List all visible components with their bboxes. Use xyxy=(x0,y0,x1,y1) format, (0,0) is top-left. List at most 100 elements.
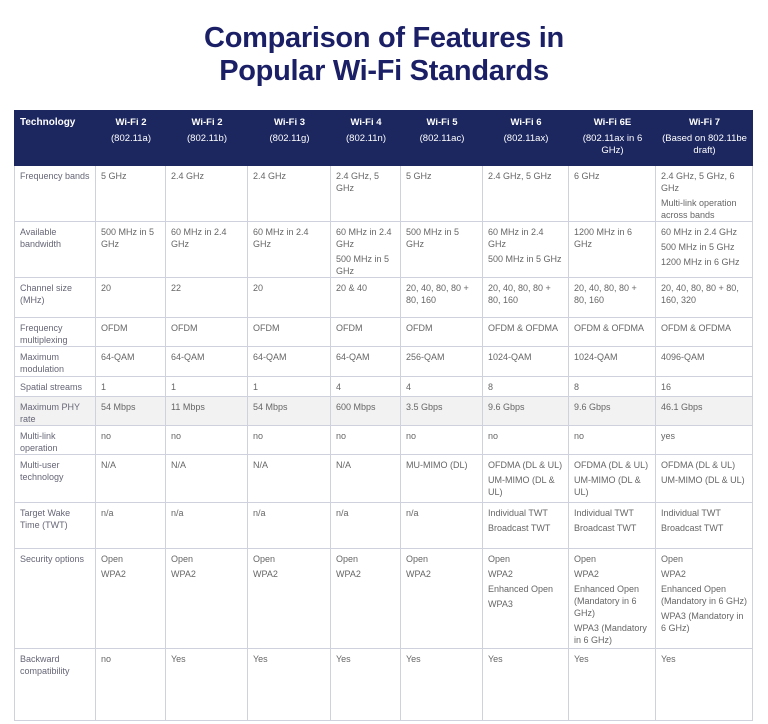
table-row: Multi-user technology N/A N/A N/A N/A MU-MIMO… xyxy=(14,454,753,503)
cell-line: Enhanced Open (Mandatory in 6 GHz) xyxy=(574,584,640,618)
cell: 64-QAM xyxy=(165,346,248,377)
cell: 60 MHz in 2.4 GHz 500 MHz in 5 GHz xyxy=(330,221,401,278)
table-row: Frequency bands 5 GHz 2.4 GHz 2.4 GHz 2.4 GH… xyxy=(14,165,753,222)
cell: 1024-QAM xyxy=(482,346,569,377)
cell: n/a xyxy=(247,502,331,549)
standard-name: Wi-Fi 6E xyxy=(593,117,632,128)
cell-line: Open xyxy=(661,554,684,564)
cell: 3.5 Gbps xyxy=(400,396,483,426)
cell-line: Open xyxy=(488,554,511,564)
cell: no xyxy=(95,648,166,721)
cell: no xyxy=(165,425,248,455)
cell-line: Open xyxy=(336,554,359,564)
cell-line: WPA3 (Mandatory in 6 GHz) xyxy=(574,623,647,645)
cell: 20 & 40 xyxy=(330,277,401,318)
cell: Open WPA2 xyxy=(330,548,401,649)
cell-line: Enhanced Open (Mandatory in 6 GHz) xyxy=(661,584,748,606)
cell: Yes xyxy=(165,648,248,721)
cell: 60 MHz in 2.4 GHz xyxy=(247,221,331,278)
comparison-table: Technology Wi-Fi 2 (802.11a) Wi-Fi 2 (802.11… xyxy=(14,110,753,721)
cell: 256-QAM xyxy=(400,346,483,377)
column-header: Wi-Fi 4 (802.11n) xyxy=(330,110,401,166)
standard-name: Wi-Fi 6 xyxy=(510,117,542,128)
cell: N/A xyxy=(165,454,248,503)
cell: 2.4 GHz xyxy=(165,165,248,222)
cell: 20, 40, 80, 80 + 80, 160 xyxy=(568,277,656,318)
cell: 9.6 Gbps xyxy=(482,396,569,426)
cell: Open WPA2 Enhanced Open (Mandatory in 6 GH… xyxy=(655,548,753,649)
cell: 4 xyxy=(330,376,401,397)
cell-line: UM-MIMO (DL & UL) xyxy=(661,475,745,485)
cell-line: WPA2 xyxy=(488,569,513,579)
cell: OFDM & OFDMA xyxy=(568,317,656,347)
cell: 2.4 GHz, 5 GHz, 6 GHz Multi-link operatio… xyxy=(655,165,753,222)
row-label: Multi-user technology xyxy=(14,454,96,503)
column-header: Wi-Fi 5 (802.11ac) xyxy=(400,110,483,166)
column-header: Wi-Fi 6 (802.11ax) xyxy=(482,110,569,166)
cell: 9.6 Gbps xyxy=(568,396,656,426)
cell-line: WPA2 xyxy=(661,569,686,579)
cell: 20, 40, 80, 80 + 80, 160 xyxy=(400,277,483,318)
cell: OFDMA (DL & UL) UM-MIMO (DL & UL) xyxy=(655,454,753,503)
standard-name: Wi-Fi 5 xyxy=(426,117,458,128)
cell: 1 xyxy=(95,376,166,397)
row-label: Security options xyxy=(14,548,96,649)
table-row: Maximum PHY rate 54 Mbps 11 Mbps 54 Mbps 600… xyxy=(14,396,753,426)
cell: 60 MHz in 2.4 GHz 500 MHz in 5 GHz 1200 MH… xyxy=(655,221,753,278)
cell: 22 xyxy=(165,277,248,318)
cell: Yes xyxy=(247,648,331,721)
header-row: Technology Wi-Fi 2 (802.11a) Wi-Fi 2 (802.11… xyxy=(14,110,753,166)
cell-line: WPA2 xyxy=(101,569,126,579)
cell: 20 xyxy=(95,277,166,318)
cell: n/a xyxy=(400,502,483,549)
row-label: Frequency multiplexing xyxy=(14,317,96,347)
cell: Yes xyxy=(400,648,483,721)
cell-line: Open xyxy=(171,554,194,564)
cell: OFDM xyxy=(247,317,331,347)
cell: 6 GHz xyxy=(568,165,656,222)
row-label: Multi-link operation xyxy=(14,425,96,455)
header-label: Technology xyxy=(14,110,96,166)
cell: n/a xyxy=(165,502,248,549)
cell: 8 xyxy=(482,376,569,397)
cell: OFDM xyxy=(165,317,248,347)
cell-line: Broadcast TWT xyxy=(661,523,724,533)
cell: Open WPA2 Enhanced Open (Mandatory in 6 GH… xyxy=(568,548,656,649)
cell: OFDM xyxy=(95,317,166,347)
table-row: Multi-link operation no no no no no no no yes xyxy=(14,425,753,455)
row-label: Maximum modulation xyxy=(14,346,96,377)
cell: 1200 MHz in 6 GHz xyxy=(568,221,656,278)
cell-line: Broadcast TWT xyxy=(488,523,551,533)
cell: Individual TWT Broadcast TWT xyxy=(655,502,753,549)
cell: 500 MHz in 5 GHz xyxy=(400,221,483,278)
cell: 600 Mbps xyxy=(330,396,401,426)
cell: OFDM & OFDMA xyxy=(482,317,569,347)
cell: 20, 40, 80, 80 + 80, 160, 320 xyxy=(655,277,753,318)
column-header: Wi-Fi 2 (802.11a) xyxy=(95,110,166,166)
cell: yes xyxy=(655,425,753,455)
cell-line: WPA2 xyxy=(336,569,361,579)
cell: 54 Mbps xyxy=(95,396,166,426)
cell-line: WPA2 xyxy=(253,569,278,579)
cell: Yes xyxy=(568,648,656,721)
cell: n/a xyxy=(95,502,166,549)
standard-name: Wi-Fi 7 xyxy=(688,117,721,128)
standard-name: Wi-Fi 2 xyxy=(191,117,223,128)
standard-id: (802.11b) xyxy=(187,133,227,144)
row-label: Channel size (MHz) xyxy=(14,277,96,318)
cell: no xyxy=(247,425,331,455)
standard-name: Wi-Fi 3 xyxy=(273,117,306,128)
cell: 54 Mbps xyxy=(247,396,331,426)
cell: 60 MHz in 2.4 GHz xyxy=(165,221,248,278)
cell-line: 1200 MHz in 6 GHz xyxy=(661,257,740,267)
cell: no xyxy=(330,425,401,455)
cell-line: Multi-link operation across bands xyxy=(661,198,737,220)
cell: 60 MHz in 2.4 GHz 500 MHz in 5 GHz xyxy=(482,221,569,278)
table-row: Available bandwidth 500 MHz in 5 GHz 60 MH… xyxy=(14,221,753,278)
cell: OFDMA (DL & UL) UM-MIMO (DL & UL) xyxy=(482,454,569,503)
standard-id: (802.11a) xyxy=(111,133,151,144)
standard-id: (802.11n) xyxy=(346,133,386,144)
cell: no xyxy=(482,425,569,455)
cell-line: Individual TWT xyxy=(574,508,634,518)
cell-line: Broadcast TWT xyxy=(574,523,637,533)
